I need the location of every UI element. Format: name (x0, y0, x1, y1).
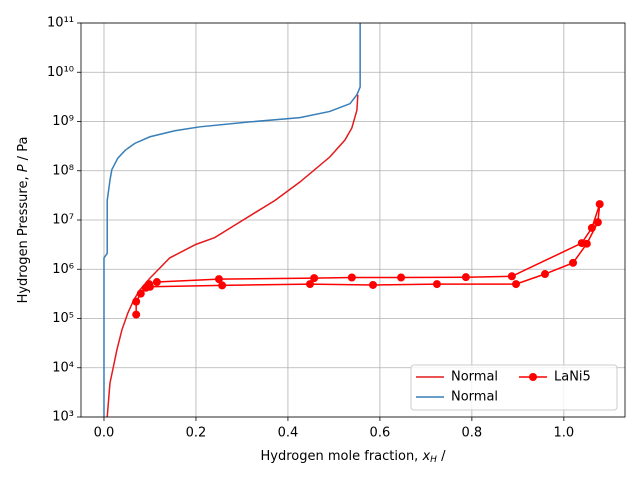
x-tick-label: 0.8 (462, 426, 483, 441)
y-tick-label: 10⁹ (52, 114, 74, 129)
y-label-var: P (16, 164, 31, 172)
x-axis-label: Hydrogen mole fraction, xH / (261, 449, 447, 465)
x-label-text: Hydrogen mole fraction, (261, 449, 423, 464)
series-marker (214, 275, 223, 284)
y-tick-label: 10⁶ (52, 262, 74, 277)
x-tick-label: 0.4 (278, 426, 299, 441)
series-marker (432, 280, 441, 289)
legend-box (410, 364, 618, 411)
y-tick-label: 10⁷ (52, 213, 74, 228)
x-label-var: x (421, 449, 430, 464)
x-tick-label: 0.2 (186, 426, 207, 441)
x-label-sub: H (430, 455, 437, 465)
series-marker (152, 278, 161, 287)
series-marker (461, 273, 470, 282)
series-marker (347, 273, 356, 282)
x-tick-label: 0.6 (370, 426, 391, 441)
series-marker (587, 223, 596, 232)
series-marker (507, 272, 516, 281)
series-marker (132, 310, 141, 319)
series-marker (593, 218, 602, 227)
y-tick-label: 10⁴ (52, 360, 74, 375)
y-tick-label: 10¹⁰ (47, 65, 74, 80)
y-tick-label: 10³ (52, 410, 74, 425)
x-label-unit: / (437, 449, 446, 464)
series-marker (540, 270, 549, 279)
y-tick-label: 10¹¹ (47, 16, 74, 31)
legend-marker (529, 373, 537, 381)
y-axis-label: Hydrogen Pressure, P / Pa (16, 137, 31, 304)
series-marker (569, 258, 578, 267)
x-tick-label: 1.0 (553, 426, 574, 441)
legend-label: LaNi5 (554, 370, 591, 385)
series-marker (369, 280, 378, 289)
series-marker (512, 280, 521, 289)
y-label-text: Hydrogen Pressure, (16, 172, 31, 303)
series-line (106, 94, 359, 418)
y-tick-label: 10⁵ (52, 311, 74, 326)
series-marker (582, 239, 591, 248)
y-tick-label: 10⁸ (52, 163, 74, 178)
plot-area (103, 23, 604, 418)
series-line (103, 23, 361, 417)
y-label-unit: / Pa (16, 137, 31, 165)
legend: Normal Normal LaNi5 (410, 364, 618, 411)
x-tick-label: 0.0 (94, 426, 115, 441)
series-marker (306, 280, 315, 289)
series-marker (310, 274, 319, 283)
series-marker (397, 273, 406, 282)
series-marker (132, 297, 141, 306)
series-marker (136, 289, 145, 298)
legend-label: Normal (451, 390, 498, 405)
legend-label: Normal (451, 370, 498, 385)
series-marker (595, 200, 604, 209)
series-marker (145, 282, 154, 291)
series-marker (218, 281, 227, 290)
